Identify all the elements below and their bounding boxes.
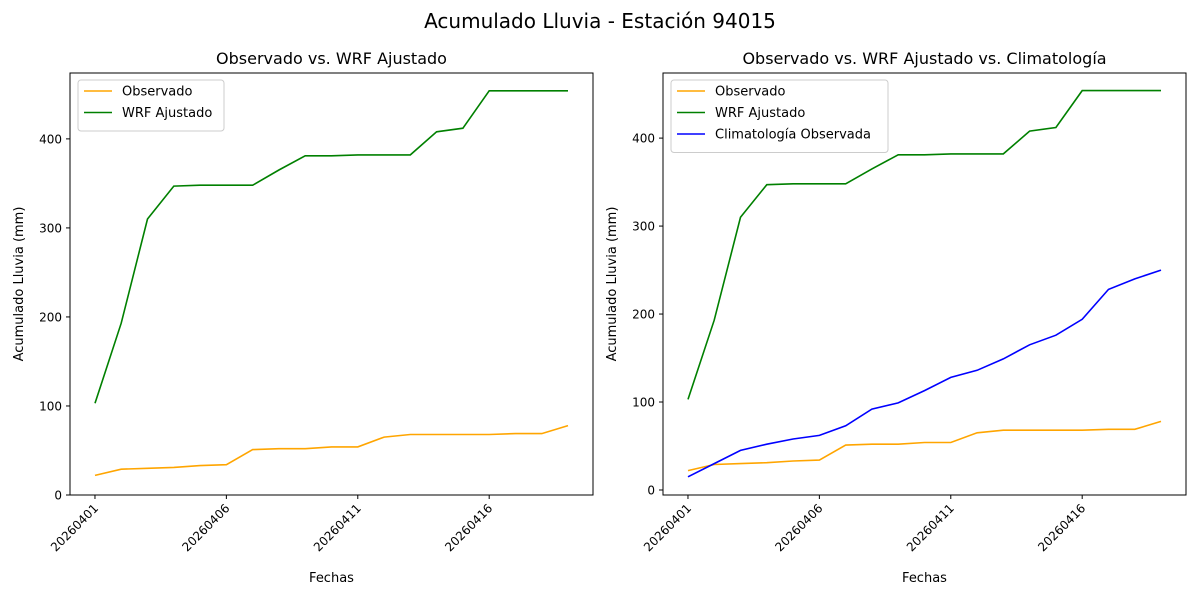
y-tick-label: 400 xyxy=(39,132,62,146)
x-axis-label: Fechas xyxy=(309,571,354,586)
legend-label: WRF Ajustado xyxy=(715,106,805,121)
x-tick-label: 20260416 xyxy=(442,501,495,554)
series-line-wrf-ajustado xyxy=(687,89,1161,400)
legend: Observado WRF Ajustado Climatología Observ… xyxy=(670,79,889,153)
legend-label: WRF Ajustado xyxy=(122,106,212,121)
series-line-observado xyxy=(94,424,569,477)
y-tick-label: 300 xyxy=(632,220,655,234)
x-tick-label: 20260406 xyxy=(179,501,232,554)
subplot-title: Observado vs. WRF Ajustado xyxy=(216,49,447,68)
y-tick-label: 100 xyxy=(632,396,655,410)
x-tick-label: 20260406 xyxy=(772,501,825,554)
figure-title: Acumulado Lluvia - Estación 94015 xyxy=(424,9,776,33)
x-tick-label: 20260411 xyxy=(904,501,957,554)
y-axis-label: Acumulado Lluvia (mm) xyxy=(12,207,27,362)
legend-label: Observado xyxy=(122,85,193,100)
y-tick-label: 200 xyxy=(632,308,655,322)
y-tick-label: 200 xyxy=(39,310,62,324)
y-tick-label: 0 xyxy=(647,483,655,497)
y-tick-label: 400 xyxy=(632,132,655,146)
x-axis-label: Fechas xyxy=(902,571,947,586)
legend: Observado WRF Ajustado xyxy=(77,79,225,132)
y-tick-label: 300 xyxy=(39,221,62,235)
series-line-observado xyxy=(687,420,1162,472)
x-tick-label: 20260416 xyxy=(1035,501,1088,554)
series-line-climatolog-a-observada xyxy=(687,269,1162,478)
series-line-wrf-ajustado xyxy=(94,90,568,404)
y-tick-label: 0 xyxy=(54,489,62,503)
y-tick-label: 100 xyxy=(39,399,62,413)
axes-frame xyxy=(662,72,1187,496)
x-tick-label: 20260411 xyxy=(311,501,364,554)
legend-label: Observado xyxy=(715,85,786,100)
subplot-2: Observado vs. WRF Ajustado vs. Climatolo… xyxy=(605,49,1187,586)
axes-frame xyxy=(69,72,594,496)
legend-label: Climatología Observada xyxy=(715,128,871,143)
x-tick-label: 20260401 xyxy=(48,501,101,554)
subplot-title: Observado vs. WRF Ajustado vs. Climatolo… xyxy=(742,49,1106,68)
y-axis-label: Acumulado Lluvia (mm) xyxy=(605,207,620,362)
subplot-1: Observado vs. WRF Ajustado Fechas Acumulad… xyxy=(12,49,594,586)
x-tick-label: 20260401 xyxy=(641,501,694,554)
